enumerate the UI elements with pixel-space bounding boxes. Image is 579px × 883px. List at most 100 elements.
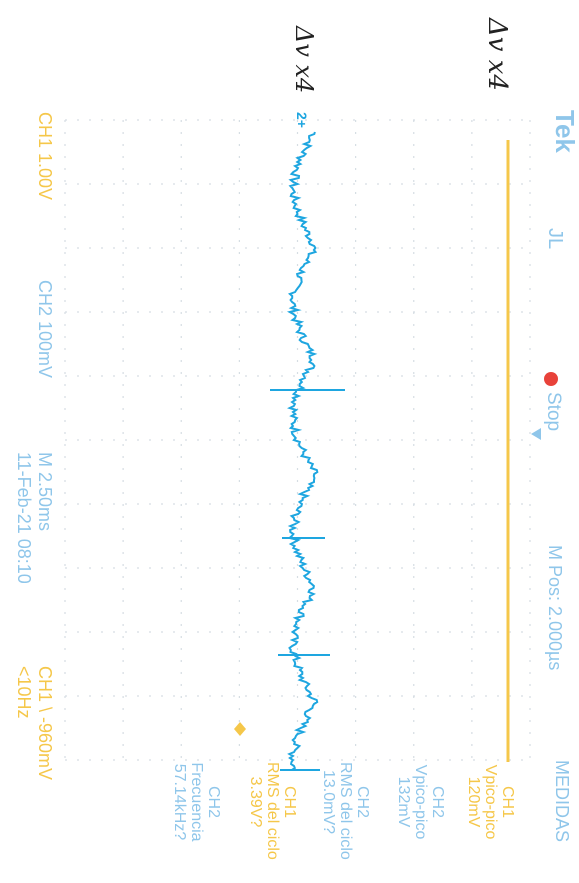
grid-dot xyxy=(377,631,379,633)
grid-dot xyxy=(296,480,299,482)
grid-dot xyxy=(122,372,124,374)
grid-dot xyxy=(180,600,182,602)
grid-dot xyxy=(122,384,124,386)
grid-dot xyxy=(355,216,357,218)
grid-dot xyxy=(122,468,124,470)
grid-dot xyxy=(485,503,487,505)
grid-dot xyxy=(305,119,307,121)
grid-dot xyxy=(101,503,103,505)
grid-dot xyxy=(497,439,499,441)
grid-dot xyxy=(125,375,127,377)
grid-dot xyxy=(529,600,531,602)
grid-dot xyxy=(185,759,187,761)
grid-dot xyxy=(238,684,240,686)
grid-dot xyxy=(149,695,151,697)
grid-dot xyxy=(529,540,531,542)
grid-dot xyxy=(389,439,391,441)
grid-dot xyxy=(209,119,211,121)
grid-dot xyxy=(355,504,357,506)
grid-dot xyxy=(221,759,223,761)
grid-dot xyxy=(529,180,531,182)
grid-dot xyxy=(471,684,473,686)
grid-dot xyxy=(355,276,357,278)
grid-dot xyxy=(413,396,415,398)
grid-dot xyxy=(329,311,331,313)
grid-dot xyxy=(180,732,182,734)
grid-dot xyxy=(122,720,124,722)
grid-dot xyxy=(180,288,182,290)
grid-dot xyxy=(64,408,66,410)
grid-dot xyxy=(180,516,182,518)
grid-dot xyxy=(238,240,240,242)
grid-dot xyxy=(425,375,427,377)
grid-dot xyxy=(293,567,295,569)
grid-dot xyxy=(64,432,66,434)
grid-dot xyxy=(65,375,67,377)
grid-dot xyxy=(238,144,240,146)
grid-dot xyxy=(296,420,299,422)
grid-dot xyxy=(238,408,240,410)
grid-dot xyxy=(413,360,415,362)
grid-dot xyxy=(185,567,187,569)
grid-dot xyxy=(113,183,115,185)
grid-dot xyxy=(185,695,187,697)
grid-dot xyxy=(122,180,124,182)
grid-dot xyxy=(122,708,124,710)
grid-dot xyxy=(65,119,67,121)
grid-dot xyxy=(317,311,319,313)
grid-dot xyxy=(365,759,367,761)
grid-dot xyxy=(238,456,240,458)
grid-dot xyxy=(529,444,531,446)
grid-dot xyxy=(238,420,240,422)
grid-dot xyxy=(401,375,403,377)
grid-dot xyxy=(122,756,124,758)
grid-dot xyxy=(77,311,79,313)
grid-dot xyxy=(173,375,175,377)
grid-dot xyxy=(149,311,151,313)
grid-dot xyxy=(221,247,223,249)
grid-dot xyxy=(257,119,259,121)
grid-dot xyxy=(296,348,299,350)
grid-dot xyxy=(238,492,240,494)
grid-dot xyxy=(180,144,182,146)
grid-dot xyxy=(296,696,299,698)
grid-dot xyxy=(64,444,66,446)
grid-dot xyxy=(296,372,299,374)
grid-dot xyxy=(293,503,295,505)
grid-dot xyxy=(353,311,355,313)
grid-dot xyxy=(113,567,115,569)
grid-dot xyxy=(64,672,66,674)
grid-dot xyxy=(122,660,124,662)
grid-dot xyxy=(473,695,475,697)
grid-dot xyxy=(65,503,67,505)
grid-dot xyxy=(329,695,331,697)
grid-dot xyxy=(64,396,66,398)
grid-dot xyxy=(209,183,211,185)
grid-dot xyxy=(389,247,391,249)
grid-dot xyxy=(355,660,357,662)
grid-dot xyxy=(401,311,403,313)
grid-dot xyxy=(529,312,531,314)
grid-dot xyxy=(413,528,415,530)
ch1-scale-readout: CH1 1.00V xyxy=(35,112,55,201)
grid-dot xyxy=(355,348,357,350)
grid-dot xyxy=(245,631,247,633)
grid-dot xyxy=(161,247,163,249)
grid-dot xyxy=(233,439,235,441)
grid-dot xyxy=(529,120,531,122)
grid-dot xyxy=(65,311,67,313)
grid-dot xyxy=(233,695,235,697)
grid-dot xyxy=(281,695,283,697)
grid-dot xyxy=(296,180,299,182)
grid-dot xyxy=(471,552,473,554)
grid-dot xyxy=(473,567,475,569)
grid-dot xyxy=(497,695,499,697)
grid-dot xyxy=(413,720,415,722)
grid-dot xyxy=(509,503,511,505)
grid-dot xyxy=(257,631,259,633)
grid-dot xyxy=(137,311,139,313)
grid-dot xyxy=(355,240,357,242)
grid-dot xyxy=(180,240,182,242)
grid-dot xyxy=(471,276,473,278)
